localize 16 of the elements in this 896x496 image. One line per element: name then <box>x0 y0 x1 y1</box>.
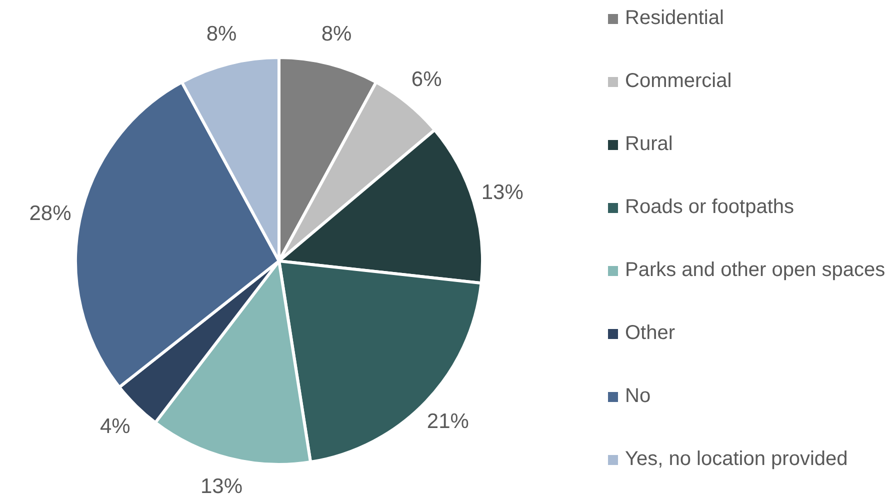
data-label: 28% <box>29 202 72 225</box>
data-label: 21% <box>426 410 469 434</box>
data-label: 8% <box>206 22 237 46</box>
data-label: 6% <box>411 68 442 91</box>
legend-label: Other <box>625 321 676 345</box>
data-label: 4% <box>100 415 130 438</box>
data-label: 13% <box>200 475 243 496</box>
legend-label: Roads or footpaths <box>625 195 794 219</box>
data-label: 13% <box>481 180 524 204</box>
legend-label: Yes, no location provided <box>625 447 848 471</box>
legend-label: Residential <box>625 6 724 30</box>
legend-label: Rural <box>625 132 673 156</box>
legend-label: Commercial <box>625 69 732 93</box>
legend-label: No <box>625 384 651 408</box>
data-label: 8% <box>321 22 352 46</box>
legend-label: Parks and other open spaces <box>625 258 886 282</box>
